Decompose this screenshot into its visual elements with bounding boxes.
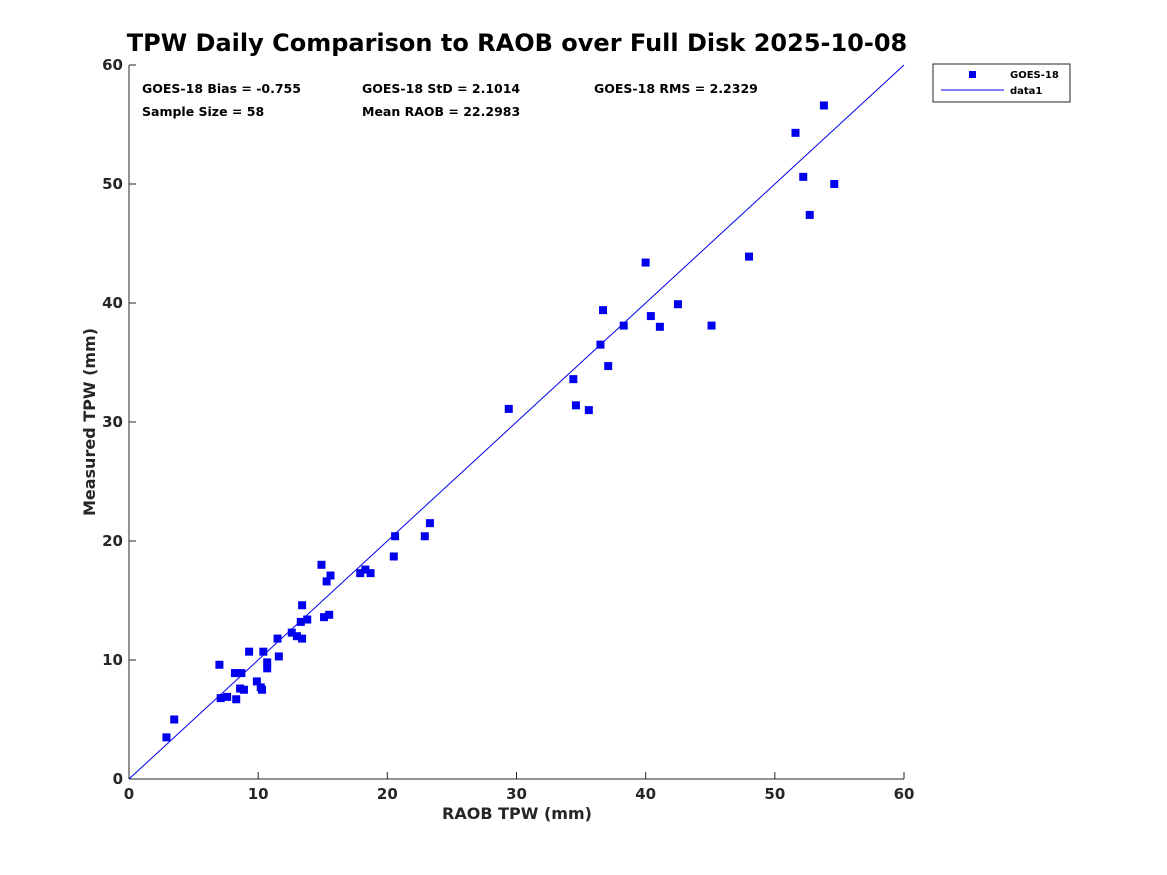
data-point (673, 300, 682, 309)
data-point (296, 617, 305, 626)
data-point (223, 692, 232, 701)
x-tick-label: 60 (894, 785, 915, 803)
data-point (162, 733, 171, 742)
y-tick-label: 40 (102, 294, 123, 312)
data-point (819, 101, 828, 110)
series-data1-line-group (128, 64, 905, 780)
data-point (170, 715, 179, 724)
data-point (298, 601, 307, 610)
data-point (604, 362, 613, 371)
data-point (317, 560, 326, 569)
data-point (239, 685, 248, 694)
data-point (298, 634, 307, 643)
data-point (322, 577, 331, 586)
data-point (292, 632, 301, 641)
data-point (263, 664, 272, 673)
data-point (504, 404, 513, 413)
y-tick-label: 30 (102, 413, 123, 431)
data-point (805, 210, 814, 219)
legend-label-goes18: GOES-18 (1010, 70, 1059, 81)
legend-box (932, 63, 1071, 103)
data-point (232, 695, 241, 704)
y-tick-label: 20 (102, 532, 123, 550)
data-point (287, 628, 296, 637)
data-point (258, 685, 267, 694)
x-tick-label: 0 (124, 785, 134, 803)
data-point (584, 406, 593, 415)
data-point (245, 647, 254, 656)
data-point (303, 615, 312, 624)
data-point (791, 128, 800, 137)
data-point (356, 569, 365, 578)
data-point (420, 532, 429, 541)
data-point (389, 552, 398, 561)
chart-title: TPW Daily Comparison to RAOB over Full D… (127, 29, 908, 57)
x-axis-ticks: 0 10 20 30 40 50 60 (124, 772, 915, 803)
data-point (799, 172, 808, 181)
data-point (745, 252, 753, 261)
data-point (646, 312, 655, 321)
data-point (216, 694, 225, 703)
data-point (641, 258, 650, 267)
data-point (655, 322, 664, 331)
data-point (361, 565, 370, 574)
sample-size-stat: Sample Size = 58 (142, 104, 264, 119)
data-point (596, 340, 605, 349)
data-point (252, 677, 261, 686)
legend-marker-goes18 (969, 71, 976, 78)
x-tick-label: 40 (635, 785, 656, 803)
y-axis-label: Measured TPW (mm) (80, 328, 99, 516)
y-tick-label: 0 (113, 770, 123, 788)
data-point (274, 652, 283, 661)
rms-stat: GOES-18 RMS = 2.2329 (594, 81, 758, 96)
data-point (325, 610, 334, 619)
y-tick-label: 10 (102, 651, 123, 669)
data-point (599, 306, 608, 315)
data-point (425, 519, 434, 528)
mean-raob-stat: Mean RAOB = 22.2983 (362, 104, 520, 119)
data-point (320, 613, 329, 622)
std-stat: GOES-18 StD = 2.1014 (362, 81, 520, 96)
data-point (273, 634, 282, 643)
x-tick-label: 10 (248, 785, 269, 803)
data-point (391, 532, 400, 541)
y-axis-ticks: 0 10 20 30 40 50 60 (102, 56, 136, 788)
x-tick-label: 30 (506, 785, 527, 803)
data-point (230, 669, 239, 678)
data-point (830, 180, 839, 188)
y-tick-label: 60 (102, 56, 123, 74)
data-point (707, 321, 716, 330)
data-point (215, 660, 224, 669)
bias-stat: GOES-18 Bias = -0.755 (142, 81, 301, 96)
data-point (237, 669, 246, 678)
series-data1-line (128, 64, 905, 780)
y-tick-label: 50 (102, 175, 123, 193)
series-goes18-markers (162, 101, 839, 742)
data-point (619, 321, 628, 330)
data-point (569, 375, 578, 384)
x-tick-label: 50 (764, 785, 785, 803)
legend: GOES-18 data1 (932, 63, 1071, 103)
data-point (366, 569, 375, 578)
data-point (259, 647, 268, 656)
x-axis-label: RAOB TPW (mm) (442, 804, 592, 823)
x-tick-label: 20 (377, 785, 398, 803)
data-point (571, 401, 580, 410)
data-point (326, 571, 335, 580)
data-point (263, 658, 272, 667)
legend-label-data1: data1 (1010, 86, 1042, 97)
